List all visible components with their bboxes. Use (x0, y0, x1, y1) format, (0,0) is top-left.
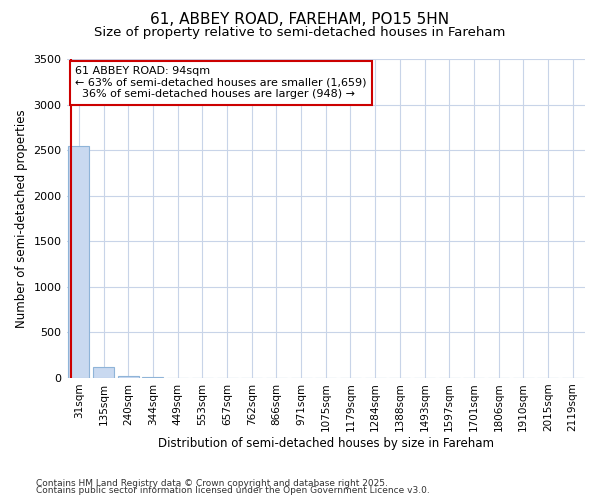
Bar (118, 376, 139, 378)
Bar (68, 146, 89, 378)
Text: 61, ABBEY ROAD, FAREHAM, PO15 5HN: 61, ABBEY ROAD, FAREHAM, PO15 5HN (151, 12, 449, 28)
Text: Size of property relative to semi-detached houses in Fareham: Size of property relative to semi-detach… (94, 26, 506, 39)
Text: 61 ABBEY ROAD: 94sqm
← 63% of semi-detached houses are smaller (1,659)
  36% of : 61 ABBEY ROAD: 94sqm ← 63% of semi-detac… (75, 66, 367, 100)
X-axis label: Distribution of semi-detached houses by size in Fareham: Distribution of semi-detached houses by … (158, 437, 494, 450)
Y-axis label: Number of semi-detached properties: Number of semi-detached properties (15, 109, 28, 328)
Text: Contains public sector information licensed under the Open Government Licence v3: Contains public sector information licen… (36, 486, 430, 495)
Bar (93, 367, 114, 378)
Text: Contains HM Land Registry data © Crown copyright and database right 2025.: Contains HM Land Registry data © Crown c… (36, 478, 388, 488)
